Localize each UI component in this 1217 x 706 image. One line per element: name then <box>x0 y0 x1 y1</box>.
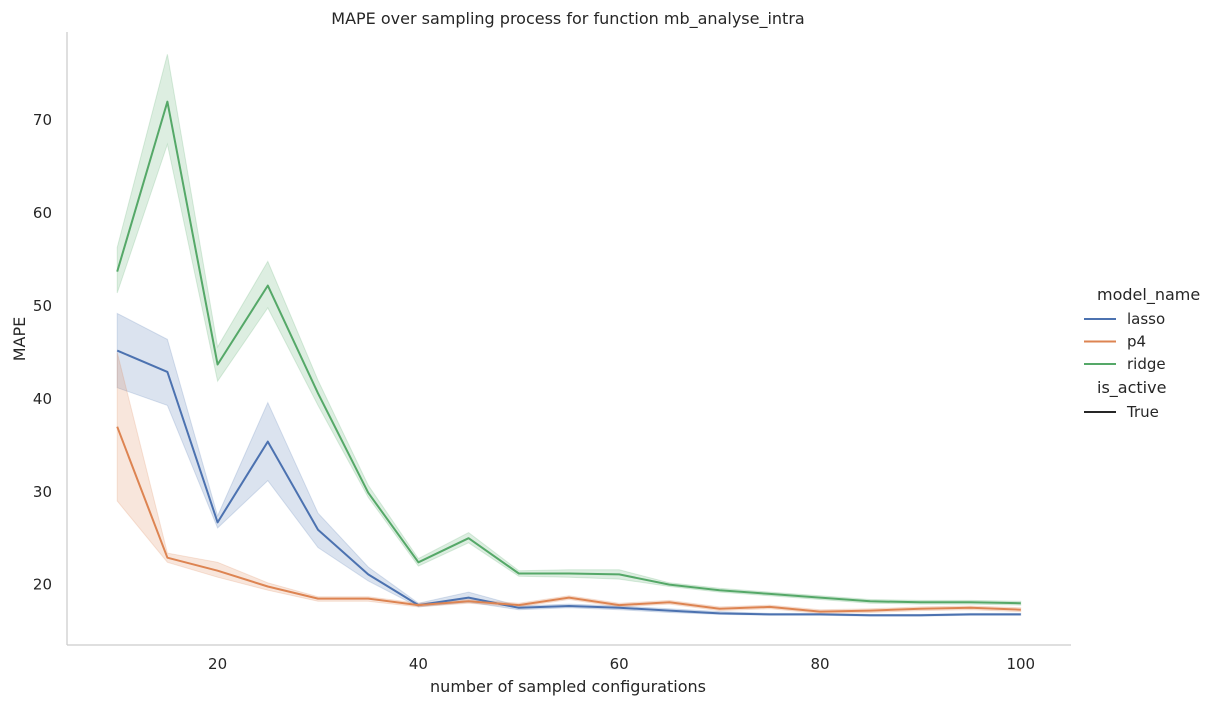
data-point-ridge <box>266 284 269 287</box>
data-point-p4 <box>819 610 822 613</box>
y-tick-label: 30 <box>33 483 52 501</box>
data-point-lasso <box>367 573 370 576</box>
data-point-ridge <box>869 600 872 603</box>
data-point-ridge <box>317 392 320 395</box>
legend-label-lasso: lasso <box>1127 310 1165 328</box>
data-point-ridge <box>166 100 169 103</box>
x-tick-label: 100 <box>1006 655 1035 673</box>
data-point-ridge <box>919 601 922 604</box>
x-tick-label: 80 <box>810 655 829 673</box>
data-point-ridge <box>367 491 370 494</box>
series-line-p4 <box>116 426 1021 613</box>
series-line-ridge <box>116 100 1021 605</box>
data-point-lasso <box>1019 613 1022 616</box>
data-point-lasso <box>266 440 269 443</box>
data-point-lasso <box>116 349 119 352</box>
data-point-ridge <box>467 537 470 540</box>
data-point-ridge <box>768 592 771 595</box>
legend-label-ridge: ridge <box>1127 355 1166 373</box>
legend-style-label: True <box>1126 403 1159 421</box>
data-point-p4 <box>317 597 320 600</box>
data-point-lasso <box>568 605 571 608</box>
series-lines <box>116 100 1022 617</box>
y-tick-label: 50 <box>33 297 52 315</box>
x-tick-label: 40 <box>409 655 428 673</box>
data-point-p4 <box>919 607 922 610</box>
data-point-p4 <box>216 569 219 572</box>
data-point-lasso <box>618 606 621 609</box>
data-point-ridge <box>618 573 621 576</box>
data-point-ridge <box>819 596 822 599</box>
data-point-lasso <box>819 613 822 616</box>
data-point-lasso <box>718 612 721 615</box>
data-point-p4 <box>568 596 571 599</box>
data-point-lasso <box>969 613 972 616</box>
data-point-ridge <box>216 363 219 366</box>
data-point-p4 <box>116 425 119 428</box>
y-tick-label: 60 <box>33 204 52 222</box>
data-point-lasso <box>919 614 922 617</box>
data-point-ridge <box>517 572 520 575</box>
data-point-p4 <box>266 585 269 588</box>
data-point-ridge <box>417 561 420 564</box>
data-point-p4 <box>517 604 520 607</box>
data-point-lasso <box>869 614 872 617</box>
data-point-p4 <box>467 600 470 603</box>
chart-title: MAPE over sampling process for function … <box>331 9 804 29</box>
data-point-ridge <box>568 572 571 575</box>
legend-items: lasso p4 ridge <box>1084 310 1166 373</box>
x-axis-label: number of sampled configurations <box>430 677 706 696</box>
x-tick-label: 20 <box>208 655 227 673</box>
data-point-lasso <box>467 596 470 599</box>
y-axis-label: MAPE <box>10 317 29 362</box>
data-point-p4 <box>969 606 972 609</box>
data-point-lasso <box>317 528 320 531</box>
x-tick-label: 60 <box>610 655 629 673</box>
data-point-lasso <box>668 609 671 612</box>
data-point-p4 <box>668 601 671 604</box>
data-point-ridge <box>718 589 721 592</box>
data-point-p4 <box>618 604 621 607</box>
data-point-p4 <box>768 605 771 608</box>
data-point-ridge <box>668 583 671 586</box>
data-point-ridge <box>969 601 972 604</box>
confidence-bands <box>116 54 1022 617</box>
confidence-band-ridge <box>116 54 1022 606</box>
data-point-lasso <box>166 370 169 373</box>
data-point-p4 <box>869 609 872 612</box>
x-tick-labels: 20 40 60 80 100 <box>208 655 1035 673</box>
data-point-lasso <box>768 613 771 616</box>
legend: model_name lasso p4 ridge is_active True <box>1084 285 1200 421</box>
legend-hue-title: model_name <box>1097 285 1200 305</box>
y-tick-label: 70 <box>33 111 52 129</box>
series-line-lasso <box>116 349 1021 617</box>
y-tick-label: 40 <box>33 390 52 408</box>
data-point-p4 <box>367 597 370 600</box>
data-point-lasso <box>216 521 219 524</box>
y-tick-label: 20 <box>33 576 52 594</box>
legend-label-p4: p4 <box>1127 333 1146 351</box>
data-point-ridge <box>1019 602 1022 605</box>
data-point-lasso <box>517 606 520 609</box>
data-point-p4 <box>417 604 420 607</box>
data-point-p4 <box>166 556 169 559</box>
y-tick-labels: 20 30 40 50 60 70 <box>33 111 52 593</box>
data-point-p4 <box>718 607 721 610</box>
data-point-ridge <box>116 270 119 273</box>
data-point-p4 <box>1019 608 1022 611</box>
legend-style-title: is_active <box>1097 378 1166 398</box>
